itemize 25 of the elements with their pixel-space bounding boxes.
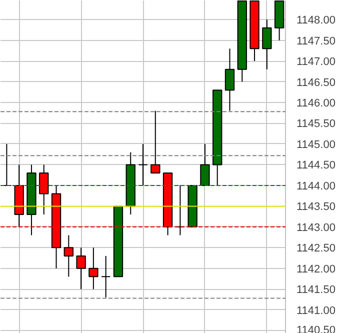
candlestick — [200, 143, 210, 186]
y-tick-label: 1146.50 — [296, 76, 336, 89]
y-tick-label: 1143.00 — [296, 222, 336, 234]
candlestick — [39, 164, 49, 215]
candlestick — [138, 143, 148, 186]
y-tick-label: 1142.00 — [296, 263, 336, 276]
y-tick-label: 1142.50 — [296, 242, 336, 255]
candlestick — [150, 110, 160, 174]
y-tick-label: 1147.50 — [296, 35, 336, 48]
y-tick-label: 1147.00 — [296, 56, 336, 68]
candlestick — [100, 255, 111, 298]
y-tick-label: 1143.50 — [296, 201, 336, 214]
y-tick-label: 1141.00 — [296, 304, 336, 317]
y-tick-label: 1141.50 — [296, 284, 336, 296]
y-tick-label: 1145.50 — [296, 118, 336, 130]
y-tick-label: 1145.00 — [296, 138, 336, 151]
candlestick — [64, 234, 74, 278]
y-tick-label: 1144.00 — [296, 180, 336, 192]
candlestick — [76, 247, 86, 290]
candlestick — [224, 48, 235, 112]
y-tick-label: 1144.50 — [296, 160, 336, 172]
y-tick-label: 1146.00 — [296, 98, 336, 110]
y-tick-label: 1148.00 — [296, 14, 336, 27]
candlestick — [262, 19, 272, 70]
candlestick — [88, 247, 98, 290]
